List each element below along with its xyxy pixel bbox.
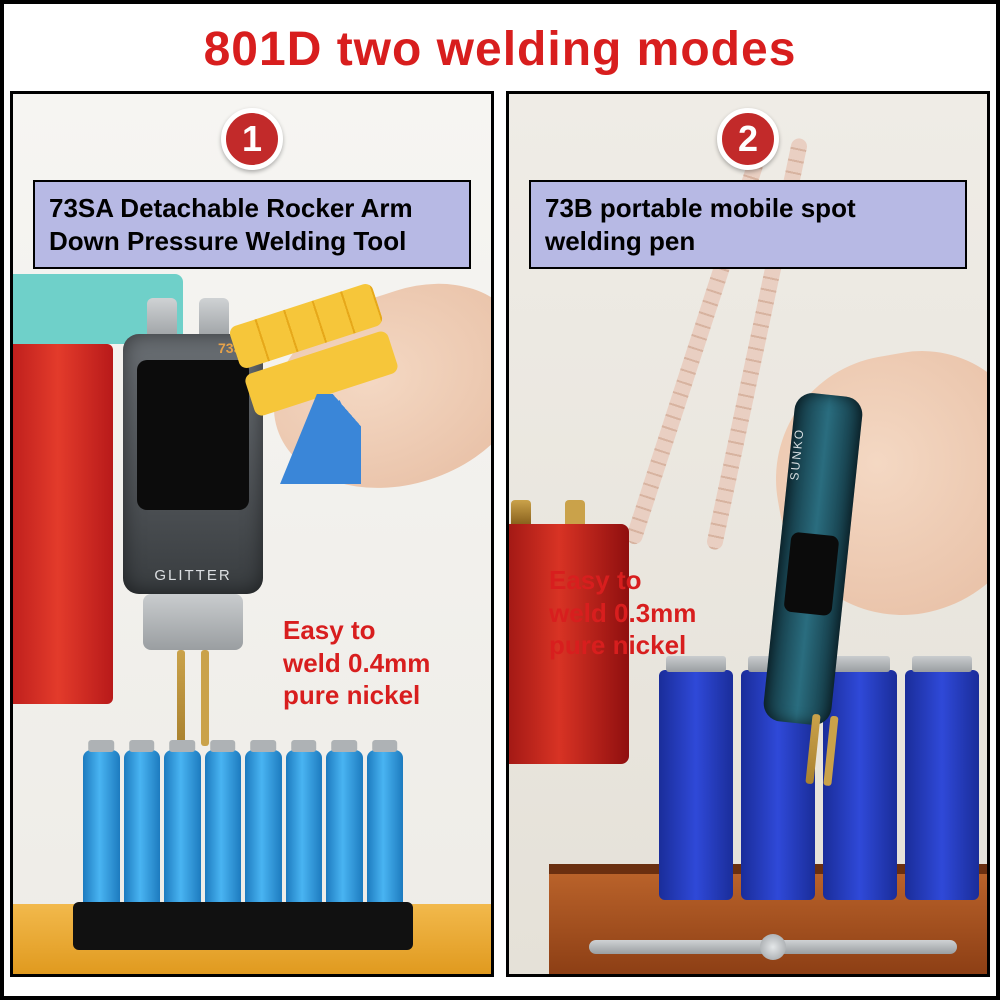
cyl-cell [245, 750, 282, 910]
cyl-cell [164, 750, 201, 910]
pen-display [783, 532, 839, 617]
panel-2: 2 73B portable mobile spot welding pen E… [506, 91, 990, 977]
panel-2-label: 73B portable mobile spot welding pen [529, 180, 967, 269]
panel-1-label: 73SA Detachable Rocker Arm Down Pressure… [33, 180, 471, 269]
vise-knob-icon [760, 934, 786, 960]
machine-body [10, 344, 113, 704]
panel-1-callout: Easy toweld 0.4mmpure nickel [283, 614, 430, 712]
electrode-holder [143, 594, 243, 650]
cyl-cells [83, 750, 403, 910]
prismatic-cell [905, 670, 979, 900]
panel-1: 73SA GLITTER [10, 91, 494, 977]
welding-head: 73SA GLITTER [123, 334, 263, 594]
electrode-pins [177, 650, 185, 746]
cyl-cell [83, 750, 120, 910]
cyl-cell [286, 750, 323, 910]
cyl-cell [367, 750, 404, 910]
badge-1: 1 [221, 108, 283, 170]
infographic-root: 801D two welding modes [0, 0, 1000, 1000]
prismatic-cell [659, 670, 733, 900]
main-title: 801D two welding modes [4, 4, 996, 91]
cell-tray [73, 902, 413, 950]
cyl-cell [124, 750, 161, 910]
press-arrow-icon [271, 394, 361, 484]
battery-pack [73, 740, 413, 950]
panel-2-callout: Easy toweld 0.3mmpure nickel [549, 564, 696, 662]
cyl-cell [326, 750, 363, 910]
badge-2: 2 [717, 108, 779, 170]
cyl-cell [205, 750, 242, 910]
device-brand: GLITTER [123, 567, 263, 584]
prismatic-cell [823, 670, 897, 900]
device-screen [137, 360, 249, 510]
panel-row: 73SA GLITTER [4, 91, 996, 983]
